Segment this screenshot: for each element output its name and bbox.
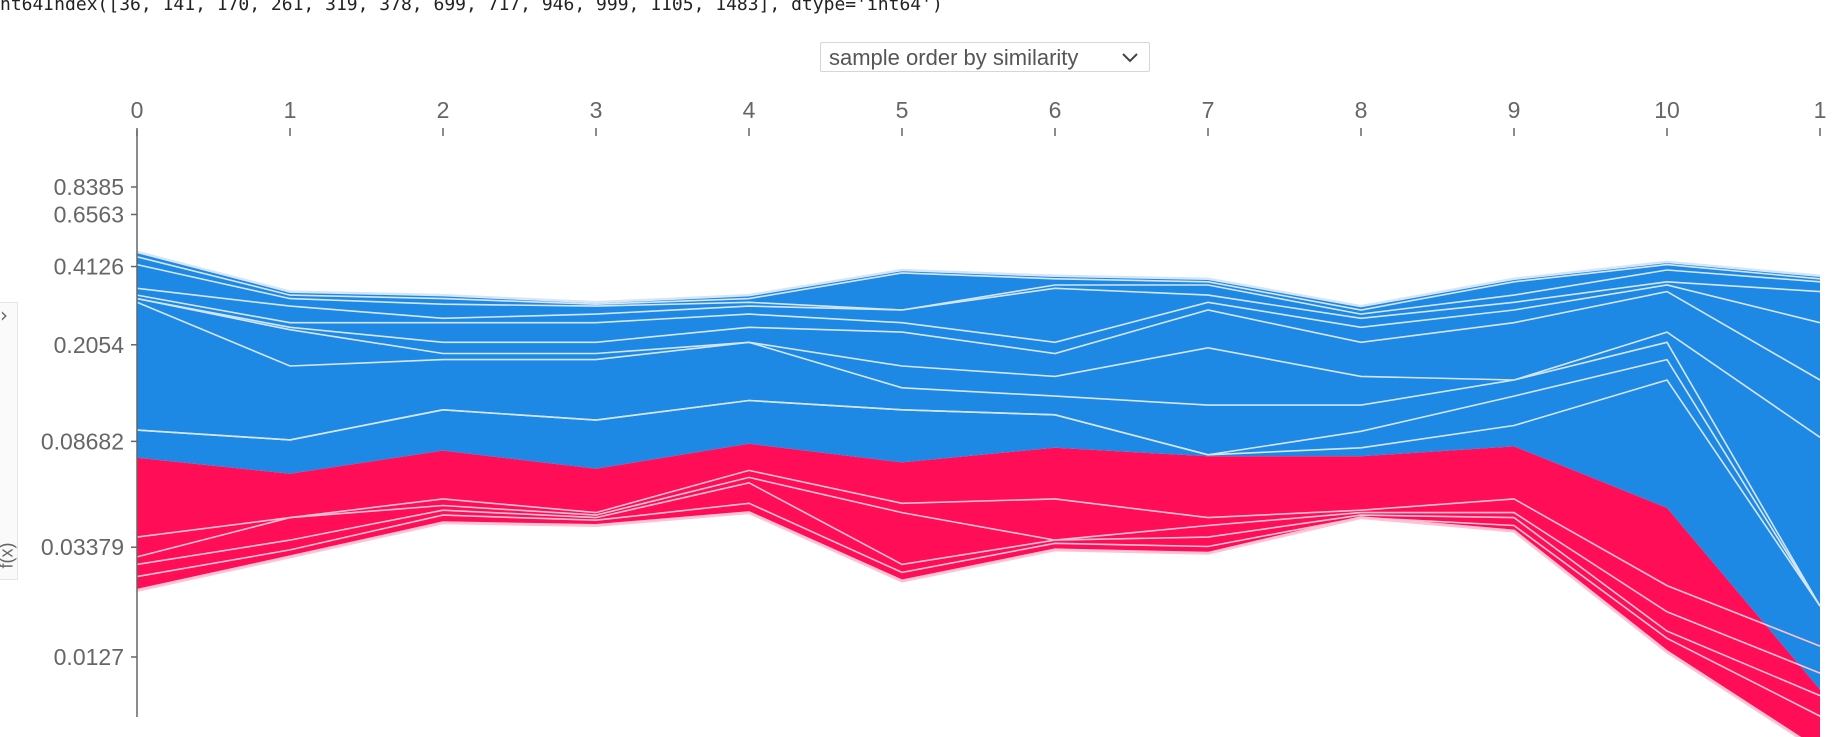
positive-series-line-4: [136, 290, 1821, 381]
x-tick-label: 2: [437, 97, 450, 123]
x-tick-label: 3: [590, 97, 603, 123]
negative-series-line-1: [136, 476, 1821, 674]
y-tick-label: 0.0127: [54, 644, 124, 670]
x-tick-label: 4: [743, 97, 756, 123]
positive-series-line-5: [136, 297, 1821, 438]
chevron-down-icon: [1121, 46, 1139, 74]
chevron-right-icon[interactable]: ›: [0, 303, 8, 327]
x-tick-label: 8: [1355, 97, 1368, 123]
positive-series-line-0: [136, 256, 1821, 311]
positive-series-line-6: [136, 301, 1821, 607]
y-tick-label: 0.08682: [41, 428, 124, 454]
y-tick-label: 0.2054: [54, 332, 125, 358]
negative-area: [137, 443, 1820, 737]
negative-series-line-3: [136, 502, 1821, 717]
x-tick-label: 0: [131, 97, 144, 123]
x-tick-label: 1: [1814, 97, 1827, 123]
lower-boundary-line: [136, 511, 1802, 737]
positive-series-line-8: [136, 379, 1821, 607]
y-tick-label: 0.8385: [54, 174, 124, 200]
code-output-line: nt64Index([36, 141, 170, 261, 319, 378, …: [0, 0, 943, 15]
positive-area: [137, 251, 1820, 690]
y-tick-label: 0.4126: [54, 254, 124, 280]
negative-series-line-2: [136, 481, 1821, 697]
sample-order-select[interactable]: sample order by similarity: [820, 42, 1150, 72]
x-tick-label: 5: [896, 97, 909, 123]
sample-order-select-value: sample order by similarity: [829, 45, 1079, 70]
x-tick-label: 6: [1049, 97, 1062, 123]
upper-boundary-line: [136, 250, 1821, 308]
y-tick-label: 0.6563: [54, 201, 124, 227]
x-tick-label: 10: [1654, 97, 1680, 123]
x-tick-label: 7: [1202, 97, 1215, 123]
y-tick-label: 0.03379: [41, 534, 124, 560]
x-tick-label: 9: [1508, 97, 1521, 123]
negative-series-line-0: [136, 469, 1821, 647]
positive-series-line-3: [136, 284, 1821, 344]
positive-series-line-2: [136, 280, 1821, 320]
side-panel: [0, 302, 18, 580]
positive-series-line-1: [136, 263, 1821, 315]
x-tick-label: 1: [284, 97, 297, 123]
